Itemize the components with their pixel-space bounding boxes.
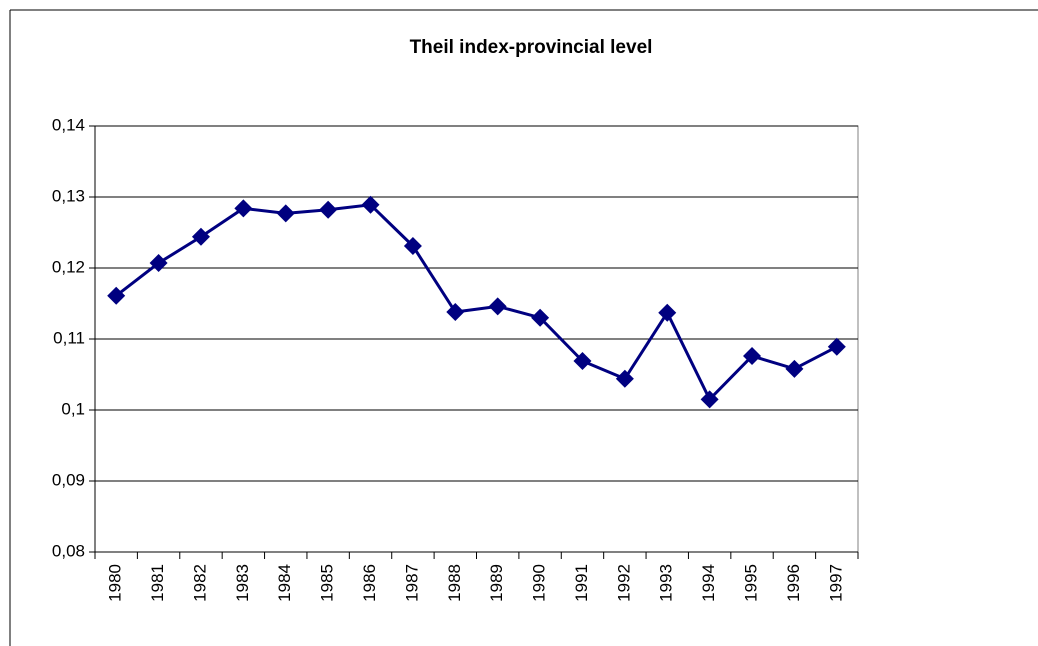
y-tick-label: 0,08 (52, 541, 85, 560)
data-marker (531, 308, 550, 327)
data-marker (191, 227, 210, 246)
x-tick-label: 1984 (275, 564, 294, 602)
data-marker (488, 297, 507, 316)
x-tick-label: 1997 (826, 564, 845, 602)
x-tick-label: 1981 (148, 564, 167, 602)
data-marker (573, 352, 592, 371)
data-marker (446, 303, 465, 322)
data-marker (403, 236, 422, 255)
x-tick-label: 1994 (699, 564, 718, 602)
data-marker (615, 369, 634, 388)
chart-title: Theil index-provincial level (410, 37, 653, 58)
data-marker (319, 200, 338, 219)
data-marker (361, 195, 380, 214)
x-tick-label: 1980 (106, 564, 125, 602)
y-tick-label: 0,09 (52, 470, 85, 489)
x-tick-label: 1991 (572, 564, 591, 602)
x-tick-label: 1995 (742, 564, 761, 602)
data-marker (827, 337, 846, 356)
data-marker (700, 390, 719, 409)
x-tick-label: 1993 (657, 564, 676, 602)
x-tick-label: 1992 (614, 564, 633, 602)
x-tick-label: 1989 (487, 564, 506, 602)
x-tick-label: 1996 (784, 564, 803, 602)
y-tick-label: 0,1 (61, 399, 85, 418)
x-tick-label: 1982 (190, 564, 209, 602)
y-tick-label: 0,11 (53, 328, 85, 347)
data-marker (107, 286, 126, 305)
y-tick-label: 0,13 (52, 186, 85, 205)
data-marker (234, 199, 253, 218)
data-marker (785, 359, 804, 378)
x-tick-label: 1987 (402, 564, 421, 602)
data-marker (149, 254, 168, 273)
x-tick-label: 1983 (233, 564, 252, 602)
x-tick-label: 1985 (318, 564, 337, 602)
data-line (115, 203, 838, 402)
data-marker (276, 204, 295, 223)
data-marker (658, 303, 677, 322)
x-tick-label: 1986 (360, 564, 379, 602)
y-tick-label: 0,14 (52, 115, 85, 134)
x-tick-label: 1990 (530, 564, 549, 602)
x-tick-label: 1988 (445, 564, 464, 602)
data-marker (743, 347, 762, 366)
y-tick-label: 0,12 (52, 257, 85, 276)
